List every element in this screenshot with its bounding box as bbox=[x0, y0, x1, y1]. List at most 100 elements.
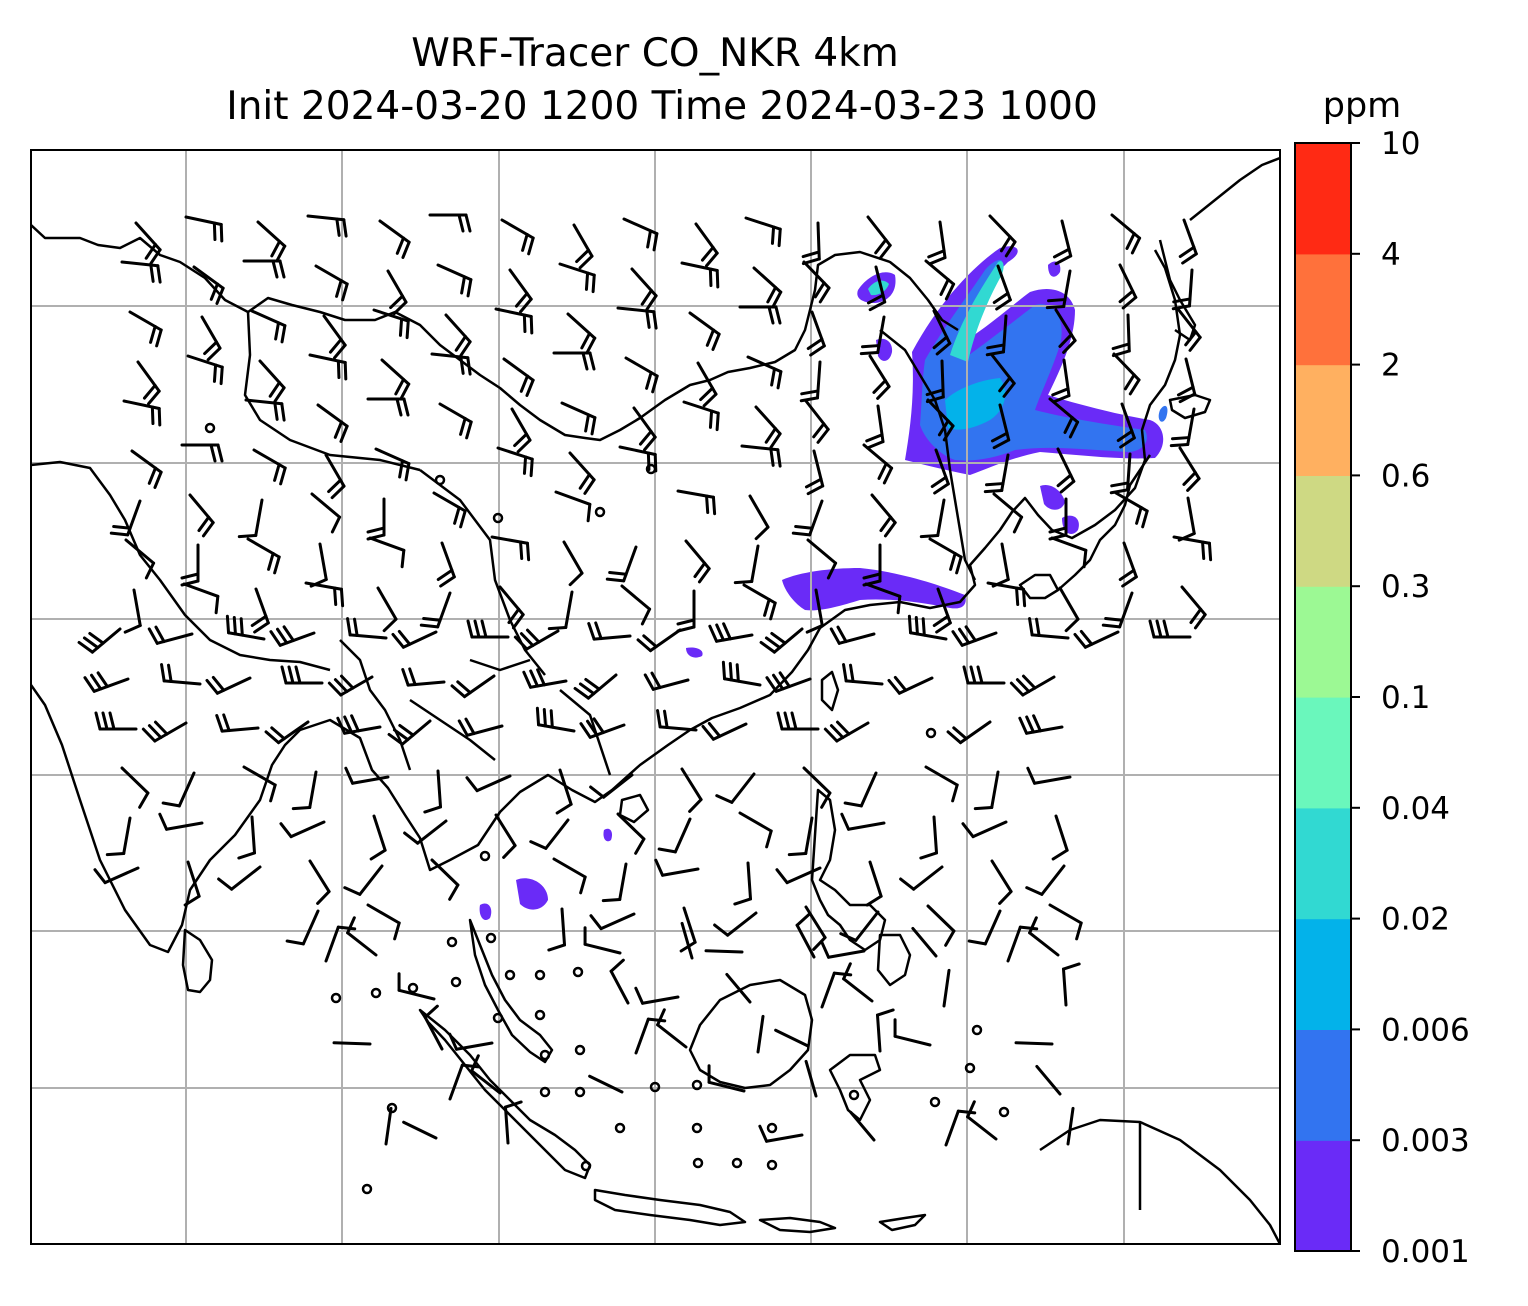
wind-calm-marker bbox=[539, 1086, 551, 1098]
wind-barb bbox=[94, 711, 138, 731]
wind-calm-marker bbox=[485, 932, 497, 944]
wind-calm-marker bbox=[594, 506, 606, 518]
wind-barb bbox=[428, 213, 472, 233]
wind-barb bbox=[738, 811, 773, 849]
wind-barb bbox=[529, 818, 570, 850]
wind-barb bbox=[820, 971, 853, 1009]
wind-barb bbox=[466, 619, 510, 639]
colorbar-tick-label: 4 bbox=[1381, 237, 1401, 273]
wind-barb bbox=[130, 449, 163, 489]
wind-barb bbox=[336, 714, 382, 735]
wind-calm-marker bbox=[929, 1096, 941, 1108]
wind-barb bbox=[285, 909, 320, 946]
wind-barb bbox=[378, 219, 411, 259]
wind-barb bbox=[184, 215, 224, 243]
wind-barb bbox=[859, 315, 886, 356]
wind-calm-marker bbox=[731, 1157, 743, 1169]
wind-barb bbox=[990, 353, 1016, 398]
wind-calm-marker bbox=[492, 512, 504, 524]
wind-barb bbox=[961, 820, 1008, 839]
wind-barb bbox=[1026, 766, 1072, 785]
wind-barb bbox=[1048, 397, 1080, 439]
wind-barb bbox=[926, 398, 955, 442]
coastline bbox=[243, 311, 421, 472]
wind-barb bbox=[1051, 814, 1069, 861]
coastline bbox=[1057, 454, 1152, 591]
wind-barb bbox=[924, 765, 959, 803]
wind-calm-marker bbox=[361, 1183, 373, 1195]
wind-barb bbox=[806, 310, 826, 357]
wind-barb bbox=[804, 905, 827, 951]
wind-barb bbox=[498, 585, 525, 630]
wind-barb bbox=[744, 216, 782, 248]
wind-barb bbox=[423, 769, 443, 814]
wind-barb bbox=[589, 912, 636, 931]
wind-barb bbox=[1048, 903, 1083, 941]
wind-barb bbox=[676, 489, 717, 516]
coastline bbox=[1158, 239, 1197, 342]
wind-barb bbox=[1018, 714, 1064, 735]
wind-barb bbox=[304, 581, 345, 608]
wind-barb bbox=[192, 265, 225, 305]
wind-calm-marker bbox=[848, 1089, 860, 1101]
wind-calm-marker bbox=[614, 1122, 626, 1134]
wind-barb bbox=[1045, 269, 1072, 310]
tracer-contour-fill bbox=[479, 903, 492, 921]
colorbar-tick-label: 0.001 bbox=[1381, 1234, 1470, 1270]
wind-barb bbox=[868, 354, 891, 400]
wind-barb bbox=[105, 816, 132, 857]
wind-calm-marker bbox=[504, 969, 516, 981]
wind-barb bbox=[616, 812, 646, 855]
wind-calm-marker bbox=[691, 1122, 703, 1134]
wind-barb bbox=[707, 1064, 746, 1093]
wind-barb bbox=[436, 263, 473, 298]
wind-calm-marker bbox=[998, 1106, 1010, 1118]
wind-barb bbox=[510, 407, 532, 454]
wind-barb bbox=[1109, 452, 1132, 495]
coastline bbox=[1039, 1118, 1280, 1244]
wind-barb bbox=[842, 962, 874, 1003]
wind-barb bbox=[926, 904, 956, 947]
wind-barb bbox=[535, 706, 576, 733]
wind-barb bbox=[907, 614, 948, 641]
wind-barb bbox=[630, 267, 658, 311]
wind-barb bbox=[264, 720, 310, 745]
wind-barb bbox=[374, 447, 411, 482]
wind-barb bbox=[324, 925, 357, 963]
wind-barb bbox=[799, 360, 822, 403]
wind-barb bbox=[983, 453, 1010, 494]
wind-calm-marker bbox=[534, 1009, 546, 1021]
wind-barb bbox=[494, 307, 534, 335]
wind-barb bbox=[806, 538, 838, 580]
wind-barb bbox=[432, 491, 467, 529]
wind-barb bbox=[77, 627, 122, 654]
wind-barb bbox=[1073, 629, 1120, 649]
map-frame bbox=[30, 149, 1281, 1245]
wind-barb bbox=[183, 860, 201, 907]
wind-barb bbox=[1180, 585, 1207, 630]
wind-barb bbox=[849, 1110, 876, 1142]
wind-barb bbox=[180, 443, 224, 463]
wind-barb bbox=[572, 223, 594, 270]
colorbar-band bbox=[1295, 807, 1351, 920]
wind-barb bbox=[804, 399, 830, 444]
wind-barb bbox=[887, 675, 934, 695]
colorbar-band bbox=[1295, 364, 1351, 476]
wind-barb bbox=[279, 820, 326, 839]
wind-barb bbox=[684, 539, 711, 584]
wind-barb bbox=[802, 766, 832, 809]
wind-calm-marker bbox=[492, 1012, 504, 1024]
wind-barb bbox=[1171, 268, 1194, 311]
wind-barb bbox=[314, 264, 349, 302]
wind-barb bbox=[990, 859, 1013, 905]
wind-calm-marker bbox=[649, 1081, 661, 1093]
wind-barb bbox=[1172, 535, 1213, 562]
wind-barb bbox=[795, 912, 816, 959]
wind-calm-marker bbox=[925, 727, 937, 739]
coastline bbox=[1189, 156, 1280, 221]
wind-barb bbox=[620, 584, 652, 626]
wind-calm-marker bbox=[572, 966, 584, 978]
colorbar-band bbox=[1295, 1140, 1351, 1252]
wind-barb bbox=[870, 493, 897, 538]
